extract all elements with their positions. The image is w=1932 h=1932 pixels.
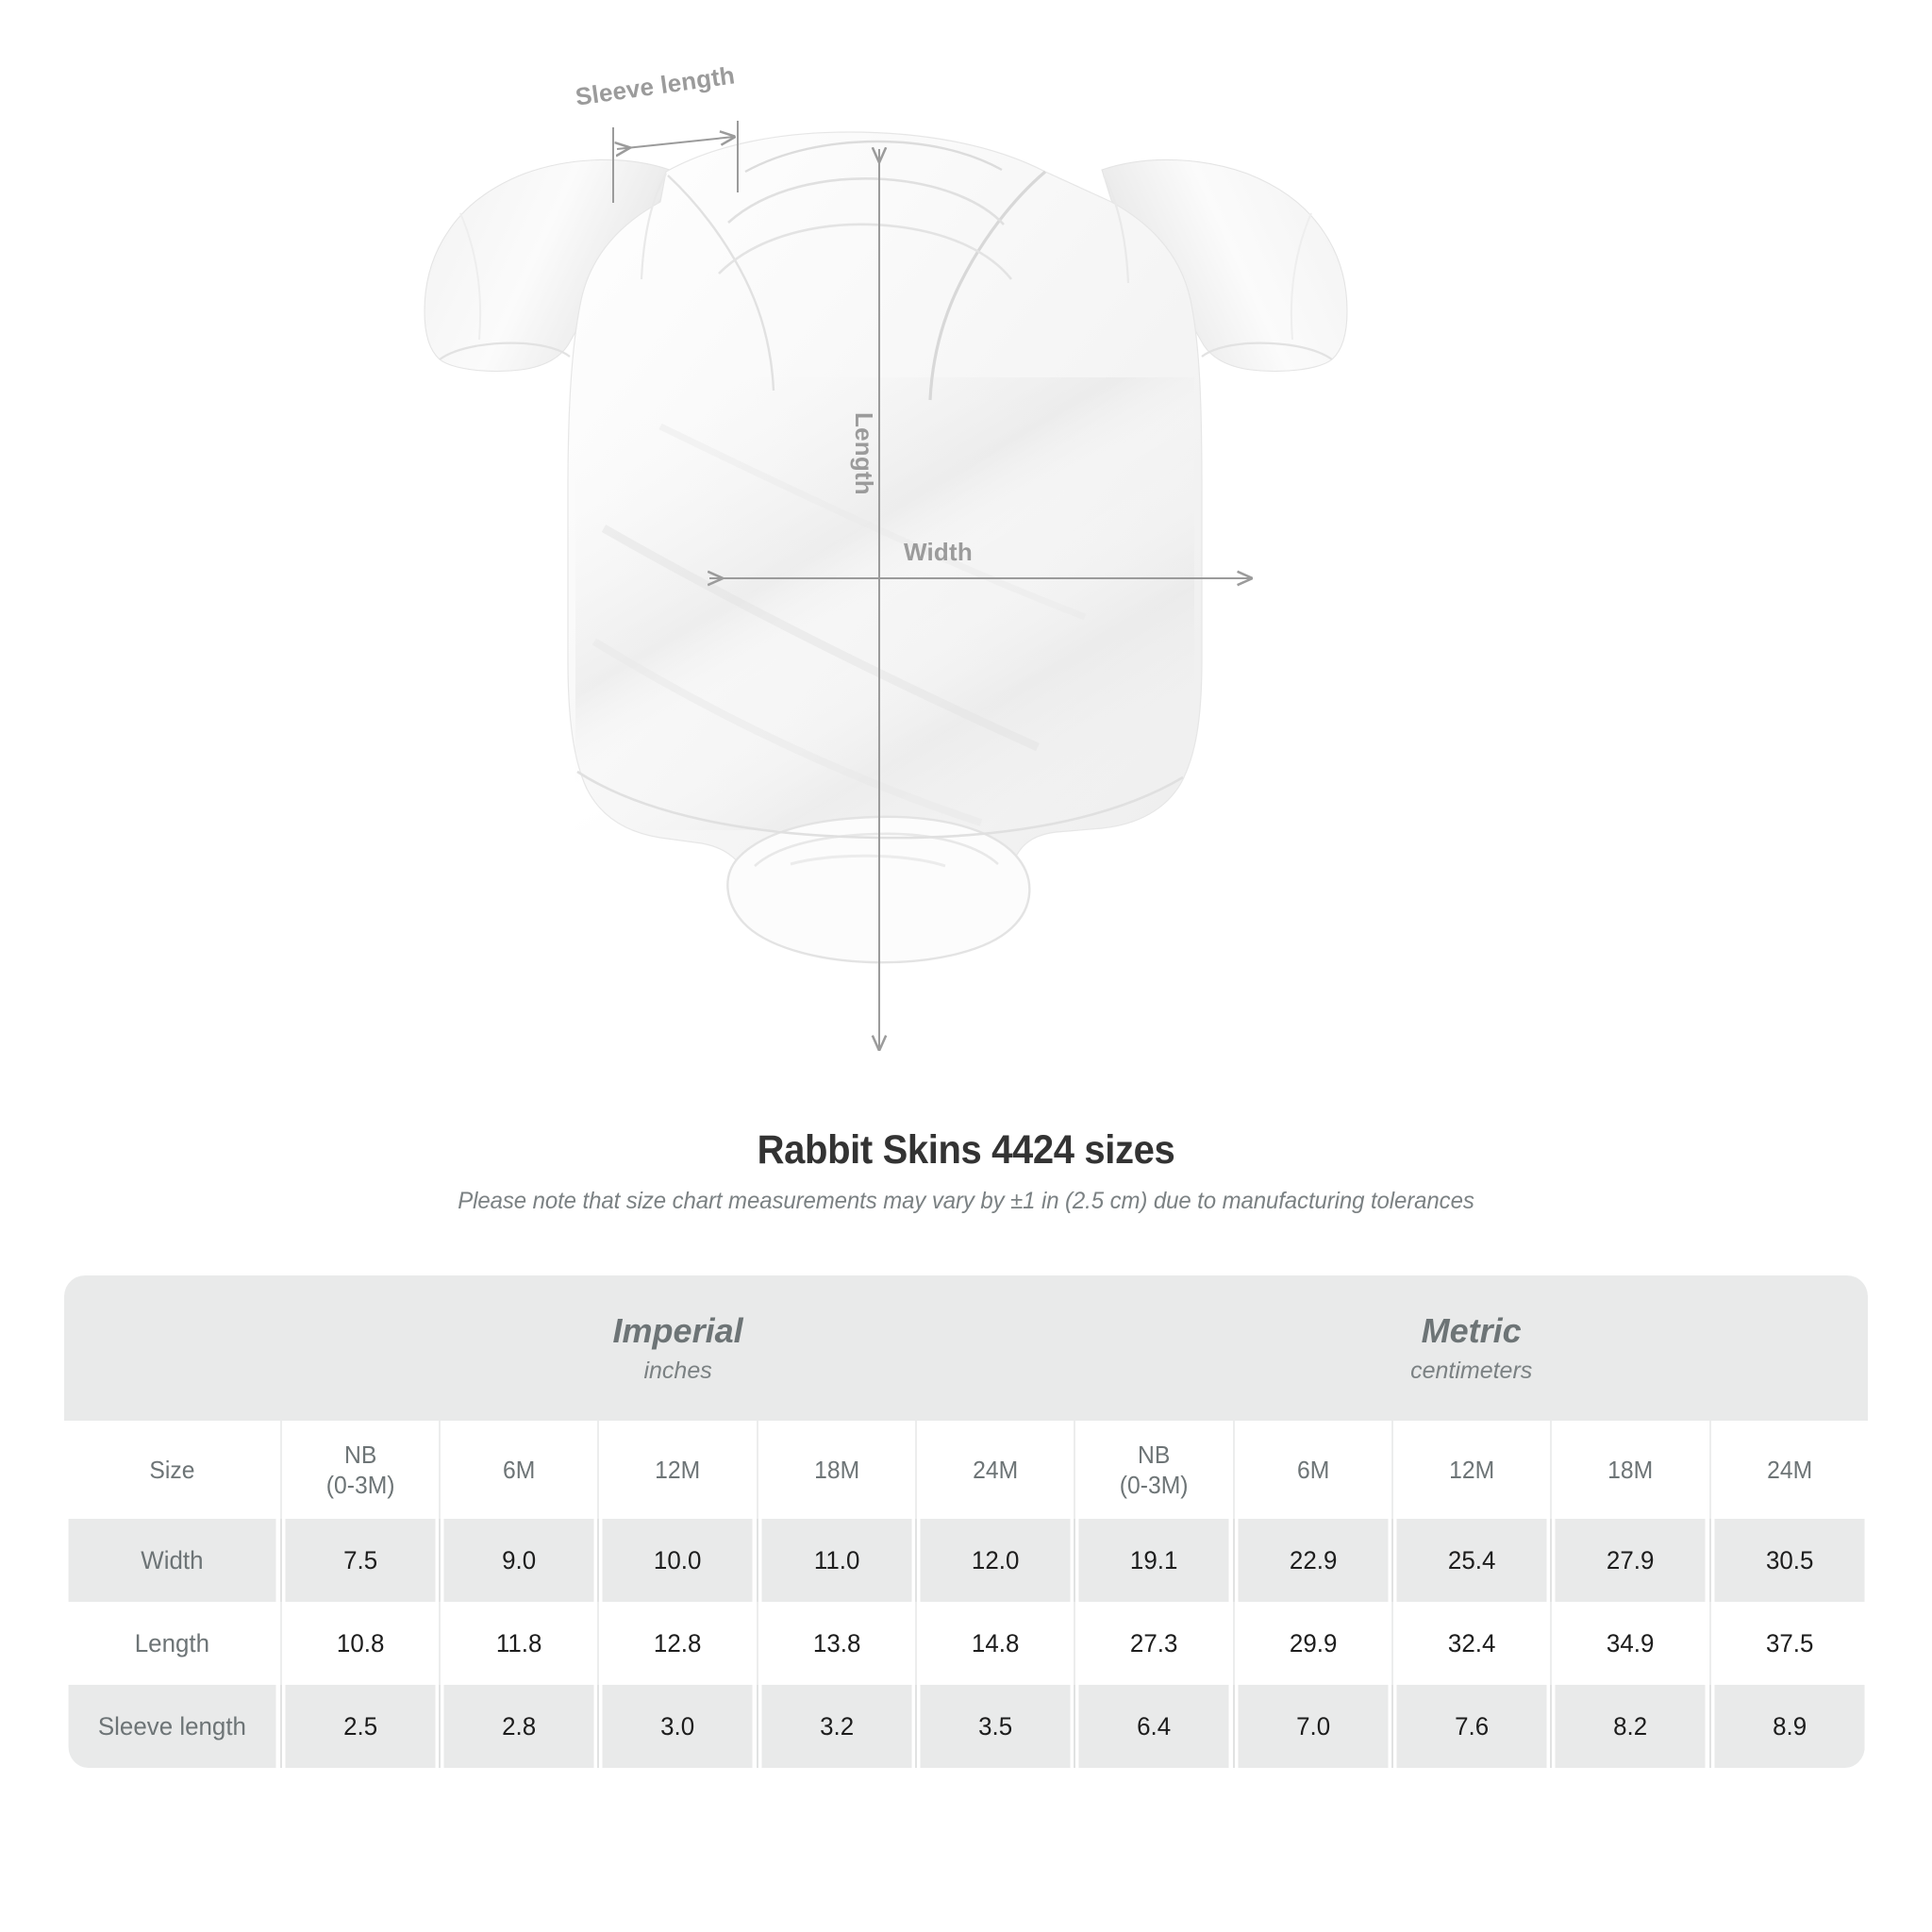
header-cell-metric-nb: NB (0-3M) [1078,1421,1231,1519]
header-cell-size: Size [69,1421,277,1519]
right-sleeve [1101,158,1348,373]
cell-width-metric-24m: 30.5 [1712,1519,1865,1602]
table-row: Length 10.8 11.8 12.8 13.8 14.8 27.3 29.… [64,1602,1868,1685]
cell-sleeve-metric-6m: 7.0 [1237,1685,1391,1768]
header-cell-imperial-12m: 12M [602,1421,755,1519]
garment-illustration: Sleeve length Length Width [424,60,1348,1113]
cell-width-metric-6m: 22.9 [1237,1519,1391,1602]
cell-sleeve-metric-nb: 6.4 [1077,1685,1232,1768]
cell-length-metric-24m: 37.5 [1712,1602,1865,1685]
table-row: Width 7.5 9.0 10.0 11.0 12.0 19.1 22.9 2… [64,1519,1868,1602]
header-cell-metric-24m: 24M [1713,1421,1864,1519]
cell-length-metric-18m: 34.9 [1554,1602,1708,1685]
cell-length-imperial-6m: 11.8 [442,1602,597,1685]
header-cell-metric-6m: 6M [1237,1421,1390,1519]
header-top: NB [343,1440,377,1469]
unit-sub-imperial: inches [643,1357,712,1385]
cell-sleeve-imperial-nb: 2.5 [284,1685,438,1768]
cell-sleeve-metric-12m: 7.6 [1395,1685,1549,1768]
size-chart-table: Imperial inches Metric centimeters Size … [64,1275,1868,1768]
cell-sleeve-imperial-24m: 3.5 [919,1685,1073,1768]
bodysuit-svg [424,121,1348,1113]
cell-width-imperial-nb: 7.5 [284,1519,438,1602]
header-cell-imperial-18m: 18M [760,1421,913,1519]
cell-width-metric-18m: 27.9 [1554,1519,1708,1602]
cell-sleeve-metric-18m: 8.2 [1554,1685,1708,1768]
cell-width-metric-nb: 19.1 [1077,1519,1232,1602]
length-label: Length [850,412,878,495]
header-cell-metric-18m: 18M [1555,1421,1707,1519]
header-cell-imperial-24m: 24M [920,1421,1073,1519]
unit-spacer-cell [64,1275,281,1421]
unit-name-metric: Metric [1421,1311,1522,1351]
cell-length-imperial-24m: 14.8 [919,1602,1073,1685]
cell-sleeve-imperial-12m: 3.0 [601,1685,756,1768]
unit-name-imperial: Imperial [612,1311,743,1351]
cell-sleeve-imperial-6m: 2.8 [442,1685,597,1768]
header-bottom: (0-3M) [325,1471,395,1499]
header-cell-metric-12m: 12M [1396,1421,1549,1519]
width-label: Width [904,538,973,566]
unit-cell-metric: Metric centimeters [1074,1275,1868,1421]
tolerance-note: Please note that size chart measurements… [458,1188,1474,1215]
cell-sleeve-metric-24m: 8.9 [1712,1685,1865,1768]
page-title: Rabbit Skins 4424 sizes [757,1127,1175,1173]
cell-length-metric-6m: 29.9 [1237,1602,1391,1685]
cell-length-metric-nb: 27.3 [1077,1602,1232,1685]
unit-cell-imperial: Imperial inches [280,1275,1075,1421]
title-block: Rabbit Skins 4424 sizes Please note that… [0,1127,1932,1215]
cell-length-imperial-12m: 12.8 [601,1602,756,1685]
left-sleeve [424,158,671,373]
size-chart-table-wrap: Imperial inches Metric centimeters Size … [64,1275,1868,1768]
header-bottom: (0-3M) [1120,1471,1189,1499]
cell-sleeve-imperial-18m: 3.2 [760,1685,914,1768]
cell-width-imperial-18m: 11.0 [760,1519,914,1602]
cell-width-imperial-24m: 12.0 [919,1519,1073,1602]
table-row: Sleeve length 2.5 2.8 3.0 3.2 3.5 6.4 7.… [64,1685,1868,1768]
unit-header-row: Imperial inches Metric centimeters [64,1275,1868,1421]
lap-shoulder-neckline [640,140,1130,401]
unit-sub-metric: centimeters [1410,1357,1533,1385]
size-header-row: Size NB (0-3M) 6M 12M 18M 24M NB (0-3M) … [64,1421,1868,1519]
row-label-width: Width [68,1519,278,1602]
cell-length-imperial-18m: 13.8 [760,1602,914,1685]
sleeve-length-dimension [612,121,739,203]
row-label-length: Length [68,1602,278,1685]
row-label-sleeve-length: Sleeve length [68,1685,278,1768]
cell-length-imperial-nb: 10.8 [284,1602,438,1685]
header-cell-imperial-nb: NB (0-3M) [285,1421,437,1519]
cell-width-imperial-12m: 10.0 [601,1519,756,1602]
cell-length-metric-12m: 32.4 [1395,1602,1549,1685]
cell-width-imperial-6m: 9.0 [442,1519,597,1602]
cell-width-metric-12m: 25.4 [1395,1519,1549,1602]
header-top: NB [1138,1440,1171,1469]
header-cell-imperial-6m: 6M [443,1421,596,1519]
